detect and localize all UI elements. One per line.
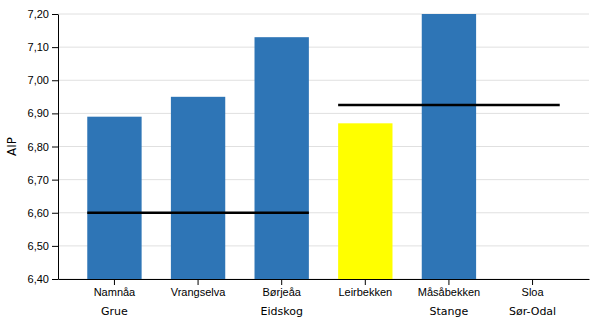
annotation: Sør-Odal	[509, 305, 556, 318]
grid-line	[58, 212, 589, 213]
x-axis: Namnåa Vrangselva Børjeåa Leirbekken Måsåbek…	[59, 279, 590, 298]
x-tick-mark	[365, 279, 366, 285]
y-axis: 6,40 6,50 6,60 6,70 6,80 6,90 7,00 7,10 7,20	[28, 8, 59, 285]
x-tick: Vrangselva	[171, 279, 227, 298]
bar	[338, 123, 392, 279]
y-tick: 6,50	[28, 240, 58, 252]
bar	[171, 97, 225, 279]
x-tick-label: Måsåbekken	[418, 286, 480, 298]
y-tick: 6,60	[28, 207, 58, 219]
bar	[87, 117, 141, 279]
annotations: Grue Eidskog Stange Sør-Odal	[101, 305, 556, 318]
y-axis-line	[58, 15, 59, 280]
y-tick-label: 6,40	[28, 273, 49, 285]
plot: 6,40 6,50 6,60 6,70 6,80 6,90 7,00 7,10 7,20 Namn…	[28, 8, 590, 318]
y-tick-mark	[52, 80, 58, 81]
y-tick: 6,80	[28, 141, 58, 153]
y-tick-label: 7,10	[28, 41, 49, 53]
x-tick-label: Vrangselva	[171, 286, 227, 298]
grid-line	[58, 80, 589, 81]
marks	[87, 14, 559, 279]
x-tick: Sloa	[522, 279, 545, 298]
y-tick-mark	[52, 147, 58, 148]
grid-line	[58, 113, 589, 114]
y-tick-label: 6,70	[28, 174, 49, 186]
reference-line	[87, 212, 309, 215]
x-tick: Leirbekken	[338, 279, 392, 298]
grid-line	[58, 47, 589, 48]
y-tick: 6,70	[28, 174, 58, 186]
grid-line	[58, 14, 589, 15]
y-axis-title: AIP	[5, 137, 19, 156]
x-tick-label: Leirbekken	[338, 286, 392, 298]
chart: 6,40 6,50 6,60 6,70 6,80 6,90 7,00 7,10 7,20 Namn…	[0, 0, 605, 333]
x-tick: Namnåa	[94, 279, 136, 298]
y-tick: 6,40	[28, 273, 58, 285]
x-tick-label: Børjeåa	[262, 286, 301, 298]
annotation: Grue	[101, 305, 128, 318]
x-tick-mark	[448, 279, 449, 285]
y-tick-label: 7,00	[28, 74, 49, 86]
y-tick-label: 7,20	[28, 8, 49, 20]
x-tick-label: Sloa	[522, 286, 545, 298]
annotation: Stange	[430, 305, 469, 318]
x-tick-mark	[532, 279, 533, 285]
x-tick-mark	[281, 279, 282, 285]
x-tick: Måsåbekken	[418, 279, 480, 298]
x-axis-line	[59, 279, 590, 280]
y-tick-label: 6,60	[28, 207, 49, 219]
y-tick: 7,10	[28, 41, 58, 53]
y-tick-label: 6,90	[28, 107, 49, 119]
grid	[58, 14, 589, 279]
annotation: Eidskog	[260, 305, 302, 318]
x-tick: Børjeåa	[262, 279, 301, 298]
y-tick-mark	[52, 14, 58, 15]
y-tick-mark	[52, 47, 58, 48]
y-tick-mark	[52, 113, 58, 114]
y-tick-label: 6,80	[28, 141, 49, 153]
bar	[255, 37, 309, 279]
reference-line	[338, 104, 560, 107]
y-tick-mark	[52, 180, 58, 181]
y-tick: 7,20	[28, 8, 58, 20]
y-tick: 7,00	[28, 74, 58, 86]
x-tick-label: Namnåa	[94, 286, 136, 298]
y-tick: 6,90	[28, 107, 58, 119]
y-tick-mark	[52, 213, 58, 214]
y-tick-mark	[52, 279, 58, 280]
y-tick-label: 6,50	[28, 240, 49, 252]
bar	[422, 14, 476, 279]
y-tick-mark	[52, 246, 58, 247]
x-tick-mark	[198, 279, 199, 285]
x-tick-mark	[114, 279, 115, 285]
